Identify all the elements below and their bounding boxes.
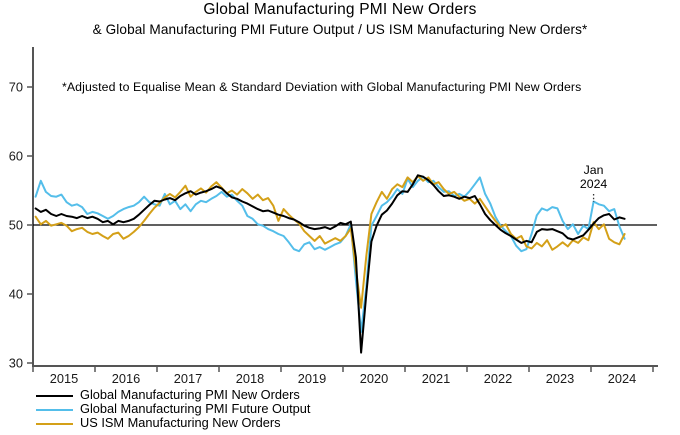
- series-line-0: [34, 174, 626, 354]
- annotation-year: 2024: [579, 177, 608, 191]
- legend-item-pmi-new-orders: Global Manufacturing PMI New Orders: [36, 388, 310, 402]
- legend-label: Global Manufacturing PMI Future Output: [80, 401, 311, 416]
- legend-swatch-black-line: [36, 394, 73, 397]
- x-tick-label: 2021: [422, 371, 450, 386]
- x-tick-label: 2019: [298, 371, 326, 386]
- annotation-month: Jan: [583, 163, 604, 177]
- chart-subtitle: & Global Manufacturing PMI Future Output…: [92, 22, 588, 37]
- x-tick-label: 2016: [112, 371, 140, 386]
- x-tick-label: 2017: [174, 371, 202, 386]
- y-tick-label: 60: [9, 149, 23, 164]
- x-tick-label: 2022: [484, 371, 512, 386]
- y-tick-label: 50: [9, 218, 23, 233]
- x-tick-label: 2023: [546, 371, 574, 386]
- series-line-2: [34, 175, 626, 309]
- chart-legend: Global Manufacturing PMI New Orders Glob…: [36, 388, 310, 430]
- series-line-1: [34, 175, 626, 333]
- chart-footnote: *Adjusted to Equalise Mean & Standard De…: [62, 80, 582, 94]
- legend-label: US ISM Manufacturing New Orders: [80, 415, 281, 430]
- x-tick-label: 2024: [608, 371, 636, 386]
- chart-title: Global Manufacturing PMI New Orders: [203, 1, 477, 18]
- y-tick-label: 40: [9, 287, 23, 302]
- x-tick-label: 2015: [50, 371, 78, 386]
- legend-label: Global Manufacturing PMI New Orders: [80, 387, 300, 402]
- legend-item-ism-new-orders: US ISM Manufacturing New Orders: [36, 416, 310, 430]
- jan-2024-annotation: Jan 2024: [564, 163, 624, 191]
- legend-swatch-blue-line: [36, 408, 73, 411]
- legend-swatch-gold-line: [36, 422, 73, 425]
- y-tick-label: 70: [9, 80, 23, 95]
- legend-item-pmi-future-output: Global Manufacturing PMI Future Output: [36, 402, 310, 416]
- x-tick-label: 2018: [236, 371, 264, 386]
- x-tick-label: 2020: [360, 371, 388, 386]
- y-tick-label: 30: [9, 356, 23, 371]
